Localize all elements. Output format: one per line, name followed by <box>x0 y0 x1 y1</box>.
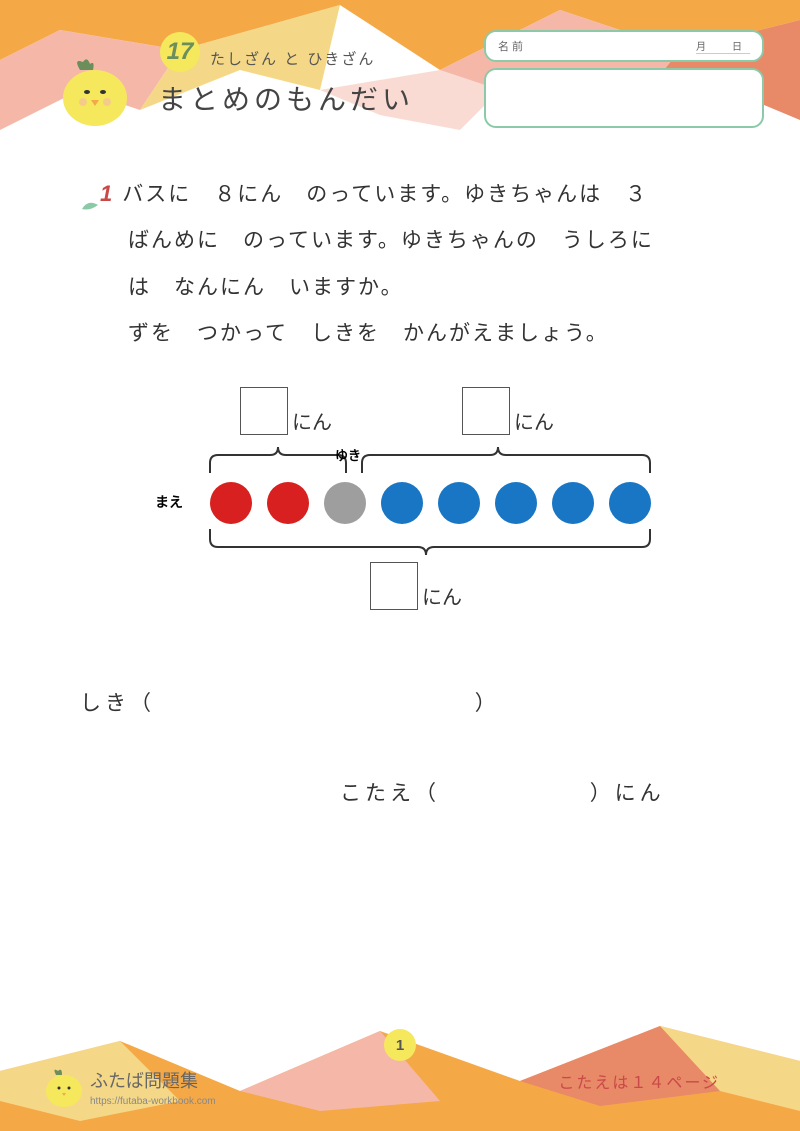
circle-row <box>210 482 651 524</box>
kotae-close: ）にん <box>590 782 665 805</box>
unit-label: にん <box>514 406 554 435</box>
person-circle <box>210 482 252 524</box>
lesson-title: まとめのもんだい <box>158 78 414 118</box>
footer-brand: ふたば問題集 <box>90 1067 198 1093</box>
name-input-box[interactable]: 名 前 月 日 <box>484 30 764 62</box>
person-circle <box>381 482 423 524</box>
chick-mascot-icon <box>55 50 135 130</box>
q-line3: は なんにん いますか。 <box>80 265 740 311</box>
q-line2: ばんめに のっています。ゆきちゃんの うしろに <box>80 218 740 264</box>
content-area: 1 バスに ８にん のっています。ゆきちゃんは ３ ばんめに のっています。ゆきち… <box>80 170 740 807</box>
yuki-label: ゆき <box>335 445 361 464</box>
lesson-number-badge: 17 <box>160 32 200 72</box>
comment-box[interactable] <box>484 68 764 128</box>
diagram-area: にん にん ゆき まえ にん <box>80 387 740 647</box>
answer-page-ref: こたえは１４ページ <box>558 1069 720 1093</box>
person-circle <box>438 482 480 524</box>
q-line4: ずを つかって しきを かんがえましょう。 <box>80 311 740 357</box>
footer-chick-icon <box>42 1065 86 1109</box>
input-box-total[interactable] <box>370 562 418 610</box>
person-circle <box>609 482 651 524</box>
unit-label: にん <box>292 406 332 435</box>
question-number: 1 <box>100 170 114 218</box>
person-circle <box>495 482 537 524</box>
lesson-subtitle: たしざん と ひきざん <box>210 48 375 69</box>
name-label: 名 前 <box>498 38 523 54</box>
q-line1: バスに ８にん のっています。ゆきちゃんは ３ <box>122 183 648 206</box>
input-box-right[interactable] <box>462 387 510 435</box>
input-box-left[interactable] <box>240 387 288 435</box>
footer-url: https://futaba-workbook.com <box>90 1096 216 1107</box>
unit-label: にん <box>422 581 462 610</box>
kotae-label: こたえ（ <box>340 782 440 805</box>
shiki-line[interactable]: しき（ ） <box>80 687 740 717</box>
top-braces <box>200 445 660 475</box>
person-circle <box>552 482 594 524</box>
shiki-close: ） <box>475 692 500 715</box>
date-label: 月 日 <box>696 38 750 54</box>
bottom-brace <box>200 527 660 557</box>
person-circle <box>267 482 309 524</box>
person-circle <box>324 482 366 524</box>
mae-label: まえ <box>155 492 183 512</box>
question-text: 1 バスに ８にん のっています。ゆきちゃんは ３ ばんめに のっています。ゆきち… <box>80 170 740 357</box>
page-number: 1 <box>384 1029 416 1061</box>
kotae-line[interactable]: こたえ（ ）にん <box>340 777 740 807</box>
shiki-label: しき（ <box>80 692 155 715</box>
